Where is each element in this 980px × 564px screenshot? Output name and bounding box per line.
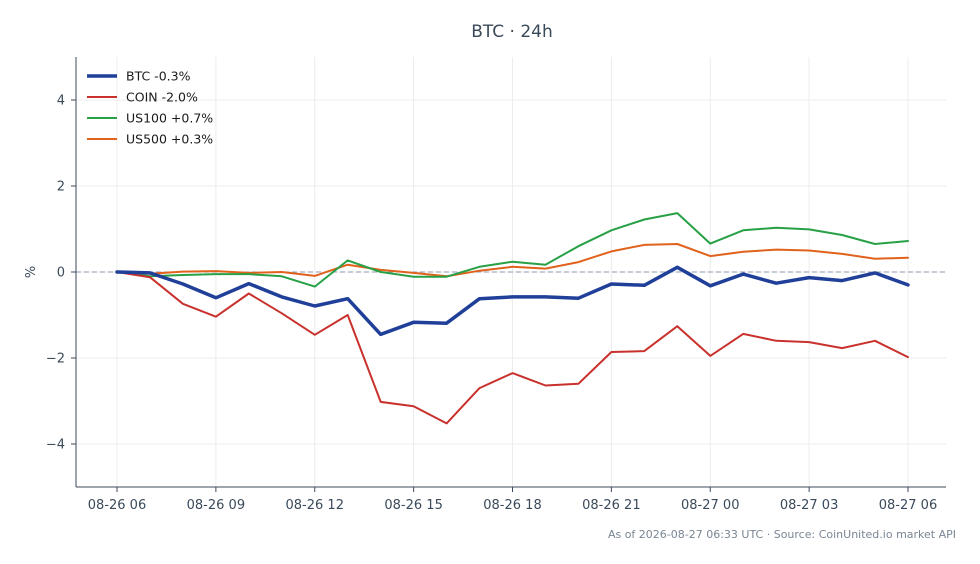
legend: BTC -0.3% COIN -2.0% US100 +0.7% US500 +0.3… xyxy=(87,69,213,147)
x-tick-label: 08-27 03 xyxy=(780,498,838,513)
x-tick-label: 08-26 06 xyxy=(88,498,146,513)
series-lines xyxy=(115,212,910,425)
y-tick-label: −2 xyxy=(46,352,65,367)
legend-label-coin: COIN -2.0% xyxy=(126,90,198,105)
x-tick-label: 08-26 09 xyxy=(187,498,245,513)
x-tick-label: 08-27 00 xyxy=(681,498,739,513)
x-tick-label: 08-27 06 xyxy=(879,498,937,513)
series-line-btc xyxy=(115,265,910,337)
y-tick-label: 2 xyxy=(57,180,65,195)
x-tick-label: 08-26 21 xyxy=(582,498,640,513)
chart-title: BTC · 24h xyxy=(471,22,553,42)
legend-label-us500: US500 +0.3% xyxy=(126,132,213,147)
series-line-us500 xyxy=(116,243,909,278)
y-tick-label: 0 xyxy=(57,266,65,281)
series-line-us100 xyxy=(116,212,909,288)
x-tick-label: 08-26 15 xyxy=(384,498,442,513)
y-tick-label: 4 xyxy=(57,94,65,109)
y-tick-label: −4 xyxy=(46,438,65,453)
y-axis-ticks: −4 −2 0 2 4 xyxy=(46,94,76,453)
x-tick-label: 08-26 18 xyxy=(483,498,541,513)
legend-label-btc: BTC -0.3% xyxy=(126,69,191,84)
source-footnote: As of 2026-08-27 06:33 UTC · Source: Coi… xyxy=(608,528,956,541)
x-axis-ticks: 08-26 06 08-26 09 08-26 12 08-26 15 08-26 18… xyxy=(88,487,937,513)
x-tick-label: 08-26 12 xyxy=(286,498,344,513)
legend-label-us100: US100 +0.7% xyxy=(126,111,213,126)
series-line-coin xyxy=(116,271,909,425)
y-axis-label: % xyxy=(24,266,39,278)
